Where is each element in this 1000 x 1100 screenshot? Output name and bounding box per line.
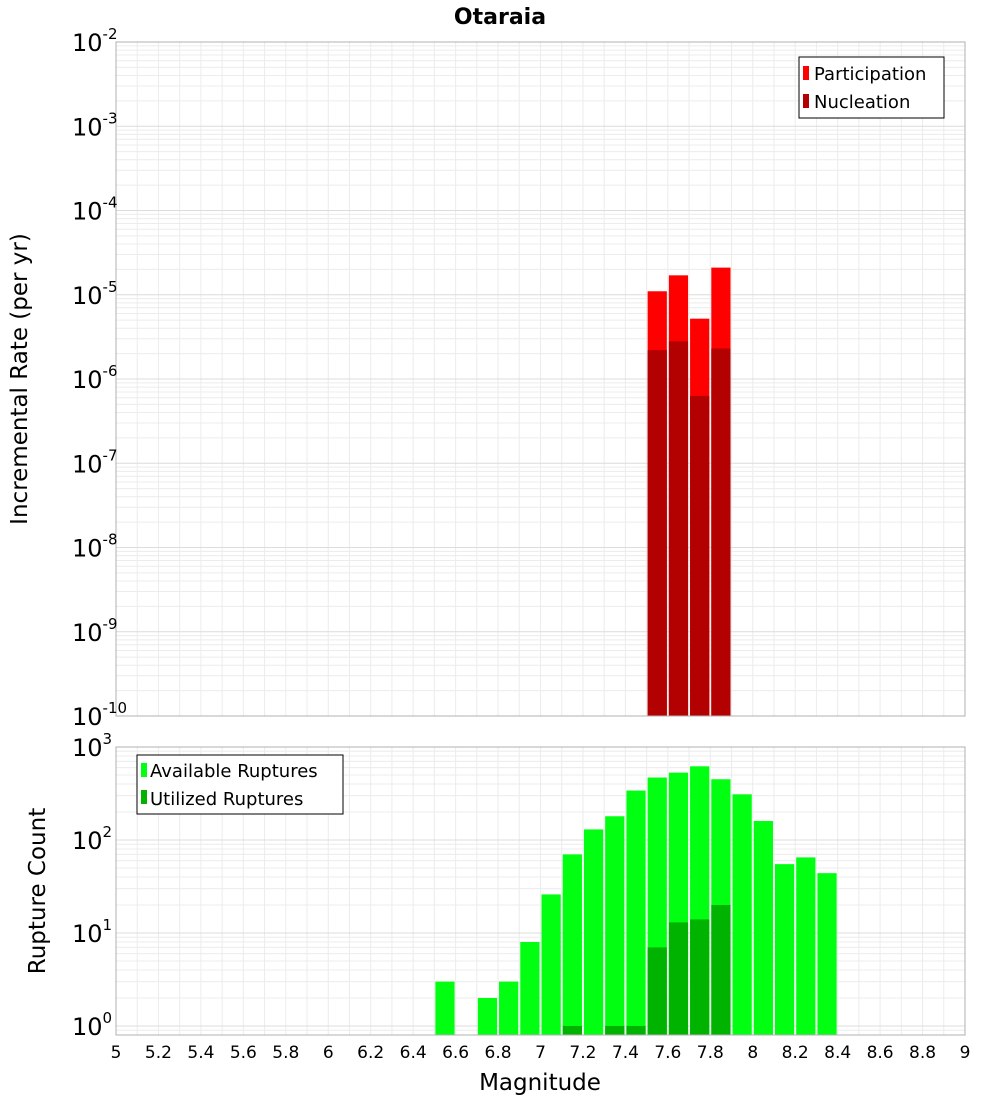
x-axis-label: Magnitude (479, 1070, 601, 1096)
legend-swatch-available (141, 763, 147, 777)
available-rupture-bar (583, 829, 604, 1035)
x-tick-label: 6.6 (442, 1043, 469, 1063)
rate-plot-frame (115, 41, 966, 717)
x-tick-label: 7.8 (697, 1043, 724, 1063)
available-rupture-bar (626, 790, 646, 1035)
legend-label-participation: Participation (814, 64, 926, 85)
utilized-rupture-bar (626, 1025, 646, 1035)
nucleation-bar (711, 348, 731, 716)
nucleation-bar (668, 341, 689, 716)
available-rupture-bar (753, 821, 773, 1035)
legend-label-nucleation: Nucleation (814, 92, 910, 113)
x-tick-label: 6.2 (357, 1043, 384, 1063)
chart-title: Otaraia (454, 5, 546, 30)
available-rupture-bar (520, 942, 540, 1035)
available-rupture-bar (562, 854, 582, 1035)
utilized-rupture-bar (647, 947, 667, 1035)
rate-plot-legend: Participation Nucleation (798, 56, 945, 119)
x-tick-label: 5.6 (230, 1043, 257, 1063)
x-tick-label: 7.2 (569, 1043, 596, 1063)
x-tick-label: 6.8 (485, 1043, 512, 1063)
nucleation-bar (690, 395, 710, 716)
legend-label-available: Available Ruptures (150, 761, 318, 782)
available-rupture-bar (541, 894, 561, 1035)
utilized-rupture-bar (711, 904, 731, 1035)
nucleation-bars (647, 341, 731, 716)
x-tick-label: 6.4 (400, 1043, 427, 1063)
available-rupture-bar (499, 981, 519, 1035)
x-tick-label: 8.8 (909, 1043, 936, 1063)
x-tick-label: 7 (535, 1043, 546, 1063)
utilized-rupture-bars (562, 904, 731, 1035)
legend-swatch-nucleation (803, 94, 809, 108)
count-plot-x-ticks: 5 5.2 5.4 5.6 5.8 6 6.2 6.4 6.6 6.8 7 7.2 7.4 7.6 7.8 8… (111, 1043, 971, 1063)
utilized-rupture-bar (690, 919, 710, 1035)
x-tick-label: 8.4 (824, 1043, 851, 1063)
available-rupture-bar (774, 864, 795, 1035)
x-tick-label: 7.6 (654, 1043, 681, 1063)
count-plot-legend: Available Ruptures Utilized Ruptures (136, 754, 344, 815)
x-tick-label: 7.4 (612, 1043, 639, 1063)
available-rupture-bar (732, 794, 752, 1035)
available-rupture-bar (605, 816, 625, 1035)
utilized-rupture-bar (605, 1025, 625, 1035)
x-tick-label: 5.4 (187, 1043, 214, 1063)
x-tick-label: 8 (747, 1043, 758, 1063)
x-tick-label: 8.2 (782, 1043, 809, 1063)
rate-plot: 10-210-310-410-510-610-710-810-910-10 In… (7, 25, 966, 731)
available-rupture-bar (817, 873, 837, 1035)
available-rupture-bar (796, 857, 816, 1035)
x-tick-label: 6 (323, 1043, 334, 1063)
rate-y-tick-label: 10-10 (72, 699, 127, 731)
x-tick-label: 9 (960, 1043, 971, 1063)
utilized-rupture-bar (562, 1025, 582, 1035)
legend-label-utilized: Utilized Ruptures (150, 789, 303, 810)
utilized-rupture-bar (668, 922, 689, 1035)
rate-plot-y-label: Incremental Rate (per yr) (7, 233, 33, 525)
rate-plot-grid (115, 41, 966, 717)
count-plot-frame (115, 746, 966, 1036)
legend-swatch-participation (803, 66, 809, 80)
x-tick-label: 5 (111, 1043, 122, 1063)
available-rupture-bar (477, 997, 498, 1035)
x-tick-label: 5.2 (145, 1043, 172, 1063)
nucleation-bar (647, 350, 667, 716)
count-plot-y-label: Rupture Count (25, 808, 51, 974)
x-tick-label: 8.6 (867, 1043, 894, 1063)
x-tick-label: 5.8 (272, 1043, 299, 1063)
available-rupture-bar (435, 981, 455, 1035)
legend-swatch-utilized (141, 790, 147, 804)
